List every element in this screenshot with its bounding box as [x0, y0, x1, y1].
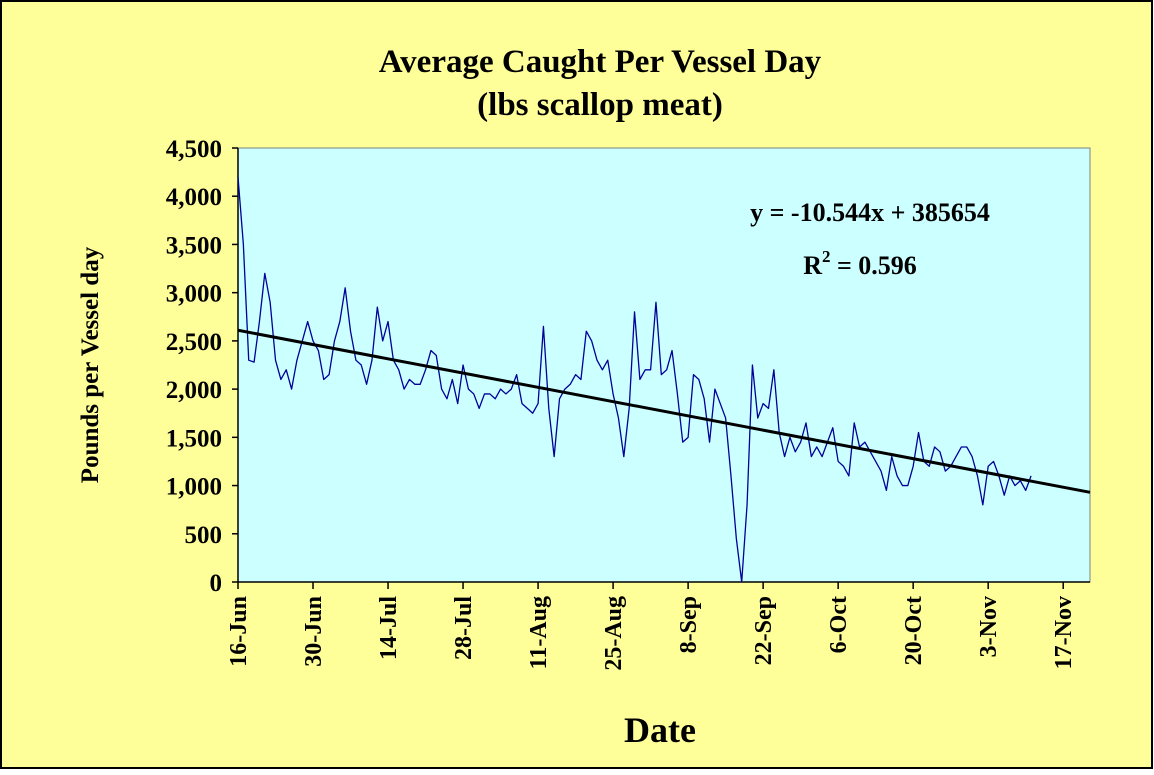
x-tick-label: 14-Jul [376, 596, 402, 660]
x-tick-label: 30-Jun [301, 596, 327, 667]
r-squared-exponent: 2 [822, 247, 831, 266]
x-tick-label: 8-Sep [676, 596, 702, 653]
r-squared-text: = 0.596 [830, 251, 916, 280]
x-tick-label: 22-Sep [751, 596, 777, 665]
trend-equation: y = -10.544x + 385654 [750, 198, 990, 227]
y-tick-label: 0 [210, 570, 223, 597]
x-tick-label: 6-Oct [826, 596, 852, 653]
x-tick-label: 16-Jun [226, 596, 252, 667]
y-tick-label: 4,000 [166, 184, 222, 211]
y-tick-label: 4,500 [166, 136, 222, 163]
y-tick-label: 1,500 [166, 425, 222, 452]
chart-title: Average Caught Per Vessel Day [379, 44, 822, 80]
y-tick-label: 2,500 [166, 329, 222, 356]
y-tick-label: 2,000 [166, 377, 222, 404]
x-tick-label: 20-Oct [901, 596, 927, 665]
x-tick-label: 17-Nov [1051, 596, 1077, 669]
r-squared-base: R [803, 251, 822, 280]
plot-area [237, 147, 1091, 583]
data-line [237, 176, 1032, 583]
y-tick-label: 3,000 [166, 281, 222, 308]
y-tick-label: 500 [185, 522, 223, 549]
chart-subtitle: (lbs scallop meat) [477, 87, 723, 123]
x-axis-label: Date [624, 710, 696, 750]
x-tick-label: 28-Jul [451, 596, 477, 660]
trend-line [237, 328, 1091, 494]
x-tick-label: 25-Aug [601, 596, 627, 671]
x-tick-label: 3-Nov [976, 596, 1002, 657]
r-squared: R2 = 0.596 [803, 247, 917, 280]
y-tick-label: 1,000 [166, 474, 222, 501]
y-axis-label: Pounds per Vessel day [77, 246, 104, 483]
y-tick-label: 3,500 [166, 232, 222, 259]
x-tick-label: 11-Aug [526, 596, 552, 669]
